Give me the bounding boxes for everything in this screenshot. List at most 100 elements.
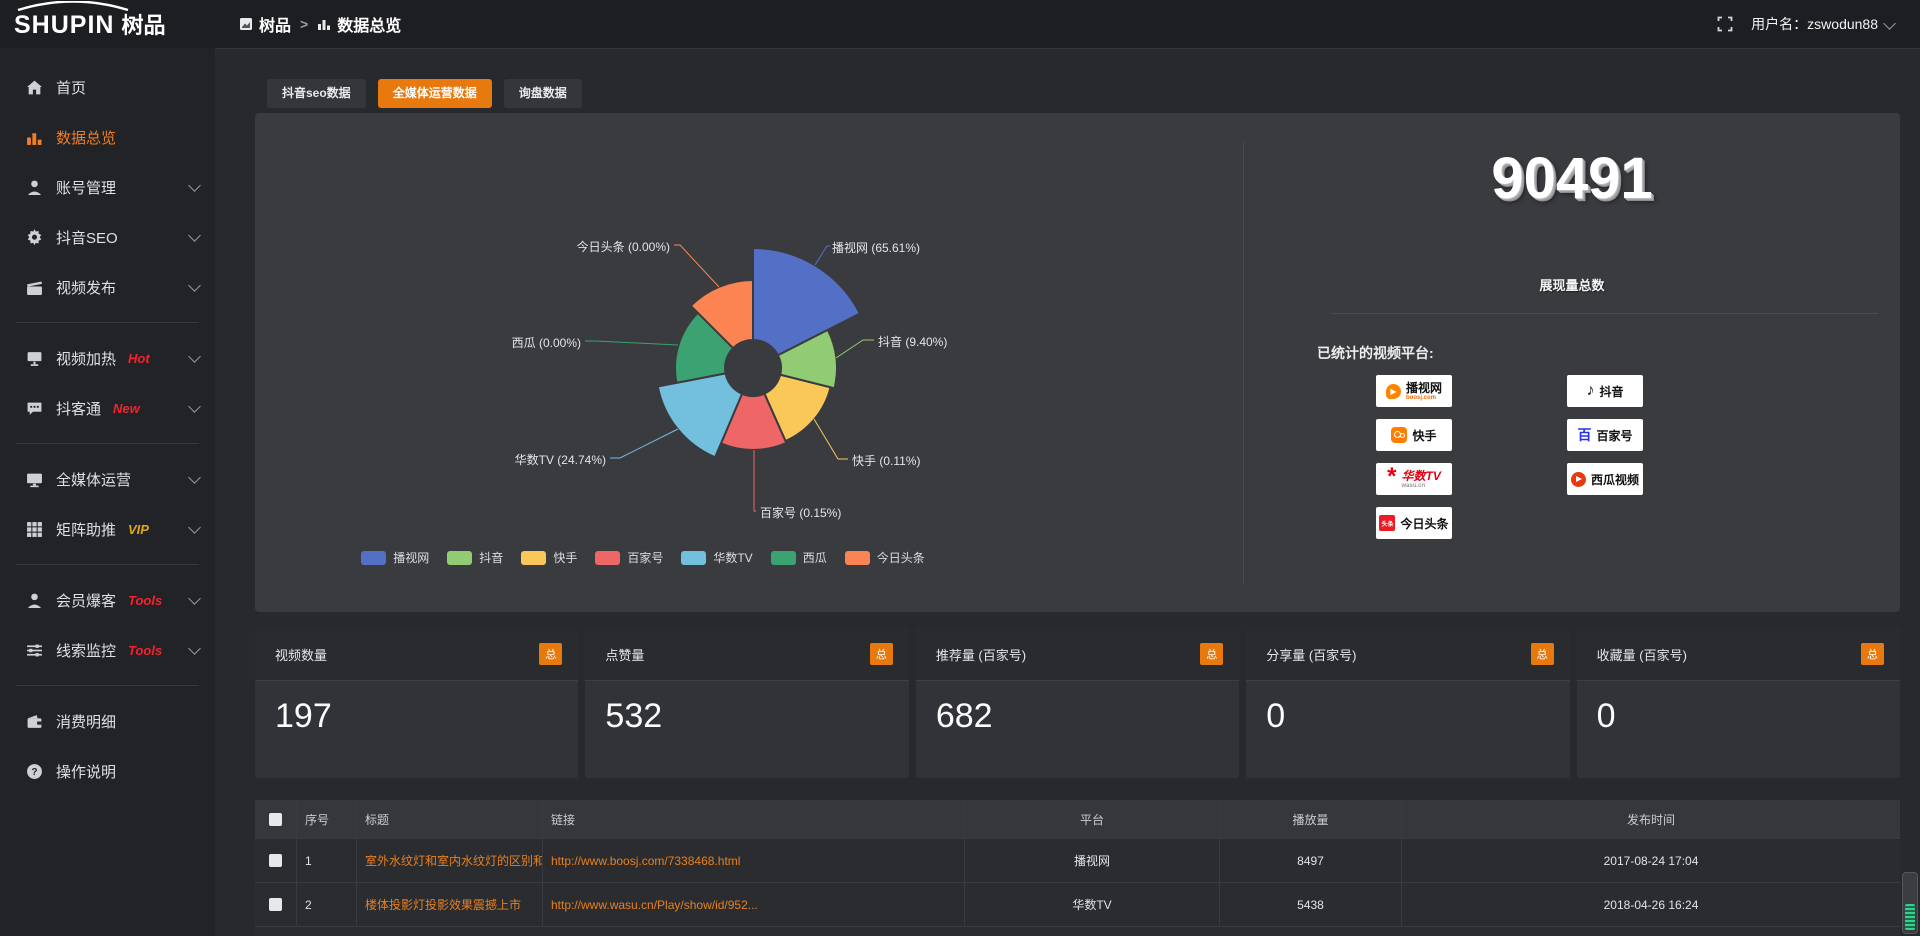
platform-subtext: wasu.cn	[1401, 482, 1426, 489]
logo-text-en: SHUPIN	[14, 11, 115, 39]
stat-label: 点赞量	[605, 647, 645, 663]
pie-leader-line	[835, 339, 874, 359]
hot-tag: Hot	[128, 350, 150, 366]
chevron-down-icon	[188, 278, 201, 292]
platform-badge-kuaishou: 快手	[1376, 419, 1452, 451]
topbar-right: 用户名：zswodun88	[1717, 14, 1896, 34]
bar-chart-icon	[27, 132, 42, 145]
topbar: 树品 > 数据总览 用户名：zswodun88	[215, 0, 1920, 49]
new-tag: New	[113, 400, 140, 416]
gear-icon	[27, 228, 42, 245]
sidebar-item-label: 视频发布	[56, 279, 117, 297]
video-url-link[interactable]: http://www.boosj.com/7338468.html	[551, 853, 741, 868]
col-header-platform: 平台	[965, 800, 1220, 838]
sidebar-item-douyin-seo[interactable]: 抖音SEO	[0, 212, 215, 262]
sidebar-item-omnimedia-ops[interactable]: 全媒体运营	[0, 454, 215, 504]
sidebar-item-label: 抖音SEO	[56, 229, 118, 247]
sidebar-item-spend-details[interactable]: 消费明细	[0, 696, 215, 746]
video-title-link[interactable]: 室外水纹灯和室内水纹灯的区别和简介	[365, 854, 542, 868]
platform-name: 华数TV	[1401, 468, 1441, 483]
video-url-link[interactable]: http://www.wasu.cn/Play/show/id/952...	[551, 897, 758, 912]
sidebar-item-matrix-boost[interactable]: 矩阵助推 VIP	[0, 504, 215, 554]
table-row: 1 室外水纹灯和室内水纹灯的区别和简介 http://www.boosj.com…	[255, 838, 1900, 882]
table-header-row: 序号 标题 链接 平台 播放量 发布时间	[255, 800, 1900, 838]
sidebar-item-video-publish[interactable]: 视频发布	[0, 262, 215, 312]
sidebar-item-help[interactable]: ? 操作说明	[0, 746, 215, 796]
legend-swatch-icon	[447, 550, 473, 565]
col-header-plays: 播放量	[1220, 800, 1402, 838]
sidebar-item-video-boost[interactable]: 视频加热 Hot	[0, 333, 215, 383]
cell-platform: 播视网	[965, 839, 1220, 882]
page-scrollbar[interactable]	[1902, 872, 1918, 934]
svg-text:?: ?	[31, 767, 37, 778]
user-menu[interactable]: 用户名：zswodun88	[1751, 14, 1896, 34]
logo-arc-icon	[17, 1, 129, 11]
sidebar-item-label: 全媒体运营	[56, 471, 132, 489]
pie-slice-今日头条[interactable]	[689, 278, 754, 350]
legend-label: 华数TV	[713, 551, 753, 565]
sidebar-item-label: 消费明细	[56, 713, 117, 731]
sidebar-item-douketong[interactable]: 抖客通 New	[0, 383, 215, 433]
select-all-checkbox[interactable]	[269, 812, 282, 826]
tab-douyin-seo-data[interactable]: 抖音seo数据	[267, 79, 366, 108]
legend-item[interactable]: 西瓜	[770, 549, 827, 566]
stat-value: 682	[935, 697, 993, 735]
sidebar-item-member-leads[interactable]: 会员爆客 Tools	[0, 575, 215, 625]
scrollbar-thumb[interactable]	[1905, 904, 1915, 930]
tab-omnimedia-data[interactable]: 全媒体运营数据	[377, 79, 492, 108]
sliders-icon	[27, 644, 42, 656]
platform-badge-xigua: 西瓜视频	[1567, 463, 1643, 495]
fullscreen-icon[interactable]	[1717, 16, 1733, 32]
sidebar-item-lead-monitor[interactable]: 线索监控 Tools	[0, 625, 215, 675]
chevron-down-icon	[188, 349, 201, 363]
legend-item[interactable]: 快手	[521, 549, 577, 566]
total-badge: 总	[1530, 643, 1554, 665]
legend-item[interactable]: 今日头条	[844, 549, 925, 566]
sidebar-item-label: 会员爆客	[56, 592, 117, 610]
tab-inquiry-data[interactable]: 询盘数据	[503, 79, 582, 108]
platform-name: 抖音	[1599, 384, 1624, 399]
sidebar-item-account-mgmt[interactable]: 账号管理	[0, 162, 215, 212]
pie-slice-华数TV[interactable]	[656, 372, 744, 459]
legend-item[interactable]: 华数TV	[681, 549, 753, 566]
main-content: 抖音seo数据 全媒体运营数据 询盘数据 播视网 抖音 快手 百家号 华数TV …	[215, 48, 1920, 936]
row-checkbox[interactable]	[269, 898, 282, 911]
stat-value: 532	[605, 697, 663, 735]
stat-value: 0	[1266, 697, 1286, 735]
total-badge: 总	[1861, 643, 1885, 665]
breadcrumb-item-current[interactable]: 数据总览	[317, 12, 401, 36]
pie-leader-line	[813, 418, 848, 460]
legend-label: 百家号	[627, 551, 664, 565]
platform-badge-wasu: * 华数TV wasu.cn	[1376, 463, 1452, 495]
video-title-link[interactable]: 楼体投影灯投影效果震撼上市	[365, 898, 522, 912]
stat-cards-row: 视频数量 总 197 点赞量 总 532 推荐量 (百家号) 总 682 分享量 (百…	[255, 628, 1901, 778]
main-chart-card: 播视网 抖音 快手 百家号 华数TV 西瓜 今日头条 播视网 (65.61%) 抖…	[255, 113, 1900, 612]
stat-label: 收藏量 (百家号)	[1596, 647, 1687, 663]
sidebar-divider	[16, 443, 199, 444]
breadcrumb-item-root[interactable]: 树品	[239, 12, 291, 36]
legend-item[interactable]: 百家号	[595, 549, 663, 566]
sidebar-item-label: 线索监控	[56, 642, 117, 660]
pie-slice-播视网[interactable]	[752, 246, 862, 357]
col-header-title: 标题	[357, 800, 543, 838]
stat-card-recommends: 推荐量 (百家号) 总 682	[915, 628, 1240, 778]
stat-label: 分享量 (百家号)	[1266, 647, 1357, 663]
cell-index: 1	[297, 839, 357, 882]
platform-badges-left: ▶ 播视网 boosj.com 快手 * 华数TV wasu.cn 头条 今日头条	[1376, 375, 1452, 539]
legend-item[interactable]: 抖音	[447, 549, 503, 566]
stat-label: 推荐量 (百家号)	[935, 647, 1027, 663]
row-checkbox[interactable]	[269, 854, 282, 867]
pie-slice-抖音[interactable]	[776, 328, 838, 390]
person-icon	[27, 593, 42, 608]
total-badge: 总	[539, 643, 563, 665]
col-header-publish-time: 发布时间	[1626, 812, 1675, 827]
breadcrumb-label: 树品	[259, 18, 292, 35]
chevron-down-icon	[188, 178, 201, 192]
sidebar-item-data-overview[interactable]: 数据总览	[0, 112, 215, 162]
screen-icon	[27, 351, 42, 366]
sidebar-item-home[interactable]: 首页	[0, 62, 215, 112]
sidebar-item-label: 账号管理	[56, 179, 117, 197]
legend-label: 播视网	[393, 551, 430, 565]
boosj-logo-icon: ▶	[1385, 383, 1401, 399]
legend-item[interactable]: 播视网	[361, 549, 429, 566]
